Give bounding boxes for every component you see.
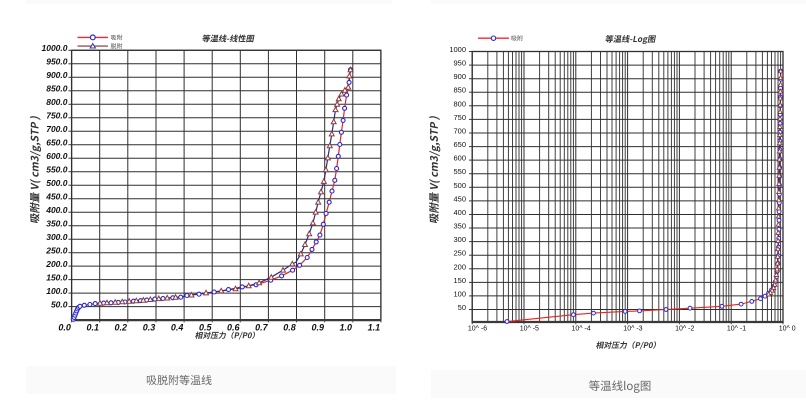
svg-text:100.0: 100.0 xyxy=(46,286,68,296)
svg-text:450: 450 xyxy=(453,194,466,203)
svg-text:0.3: 0.3 xyxy=(143,322,156,332)
svg-text:550.0: 550.0 xyxy=(46,165,68,175)
svg-text:450.0: 450.0 xyxy=(45,192,68,202)
svg-text:750.0: 750.0 xyxy=(46,111,68,121)
svg-text:50.0: 50.0 xyxy=(51,299,68,309)
svg-text:0.8: 0.8 xyxy=(283,322,296,332)
svg-text:1.0: 1.0 xyxy=(340,322,353,332)
svg-text:10^ -4: 10^ -4 xyxy=(572,326,591,333)
svg-text:10^ -5: 10^ -5 xyxy=(520,326,539,333)
svg-text:400: 400 xyxy=(453,208,466,217)
svg-text:0.7: 0.7 xyxy=(255,322,269,332)
svg-text:50: 50 xyxy=(458,303,466,312)
svg-text:350: 350 xyxy=(453,222,466,231)
svg-text:350.0: 350.0 xyxy=(46,219,68,229)
svg-text:800: 800 xyxy=(453,99,466,108)
svg-text:10^ 0: 10^ 0 xyxy=(779,326,796,333)
svg-text:200.0: 200.0 xyxy=(45,259,68,269)
svg-text:1.1: 1.1 xyxy=(368,322,381,332)
svg-text:700: 700 xyxy=(453,127,466,136)
svg-text:650: 650 xyxy=(453,140,466,149)
svg-text:250.0: 250.0 xyxy=(45,246,68,256)
svg-text:0.5: 0.5 xyxy=(199,322,213,332)
svg-text:850.0: 850.0 xyxy=(46,84,68,94)
svg-text:10^ -1: 10^ -1 xyxy=(727,326,746,333)
svg-text:550: 550 xyxy=(453,167,466,176)
svg-text:300.0: 300.0 xyxy=(46,232,68,242)
svg-text:500: 500 xyxy=(453,181,466,190)
svg-text:700.0: 700.0 xyxy=(46,124,68,134)
svg-text:600: 600 xyxy=(453,154,466,163)
svg-text:300: 300 xyxy=(453,235,466,244)
svg-text:10^ -6: 10^ -6 xyxy=(468,326,487,333)
svg-text:950.0: 950.0 xyxy=(46,57,68,67)
svg-text:600.0: 600.0 xyxy=(46,151,68,161)
svg-text:800.0: 800.0 xyxy=(46,97,68,107)
svg-text:0.2: 0.2 xyxy=(115,322,128,332)
svg-text:900.0: 900.0 xyxy=(46,70,68,80)
svg-text:0.0: 0.0 xyxy=(58,322,71,332)
svg-text:0.9: 0.9 xyxy=(311,322,324,332)
svg-text:0.4: 0.4 xyxy=(171,322,184,332)
svg-text:1000.0: 1000.0 xyxy=(42,43,68,53)
svg-text:0.6: 0.6 xyxy=(227,322,241,332)
svg-text:650.0: 650.0 xyxy=(46,138,68,148)
svg-text:900: 900 xyxy=(453,72,466,81)
svg-text:200: 200 xyxy=(453,262,466,271)
svg-text:750: 750 xyxy=(453,113,466,122)
svg-text:150: 150 xyxy=(453,276,466,285)
svg-text:10^ -2: 10^ -2 xyxy=(675,326,694,333)
svg-text:150.0: 150.0 xyxy=(46,272,68,282)
svg-text:850: 850 xyxy=(453,86,466,95)
svg-text:950: 950 xyxy=(453,59,466,68)
svg-text:10^ -3: 10^ -3 xyxy=(623,326,642,333)
svg-text:500.0: 500.0 xyxy=(46,178,68,188)
svg-text:250: 250 xyxy=(453,249,466,258)
svg-text:400.0: 400.0 xyxy=(45,205,68,215)
svg-text:100: 100 xyxy=(453,289,466,298)
svg-text:1000: 1000 xyxy=(449,45,466,54)
svg-text:0.1: 0.1 xyxy=(86,322,99,332)
